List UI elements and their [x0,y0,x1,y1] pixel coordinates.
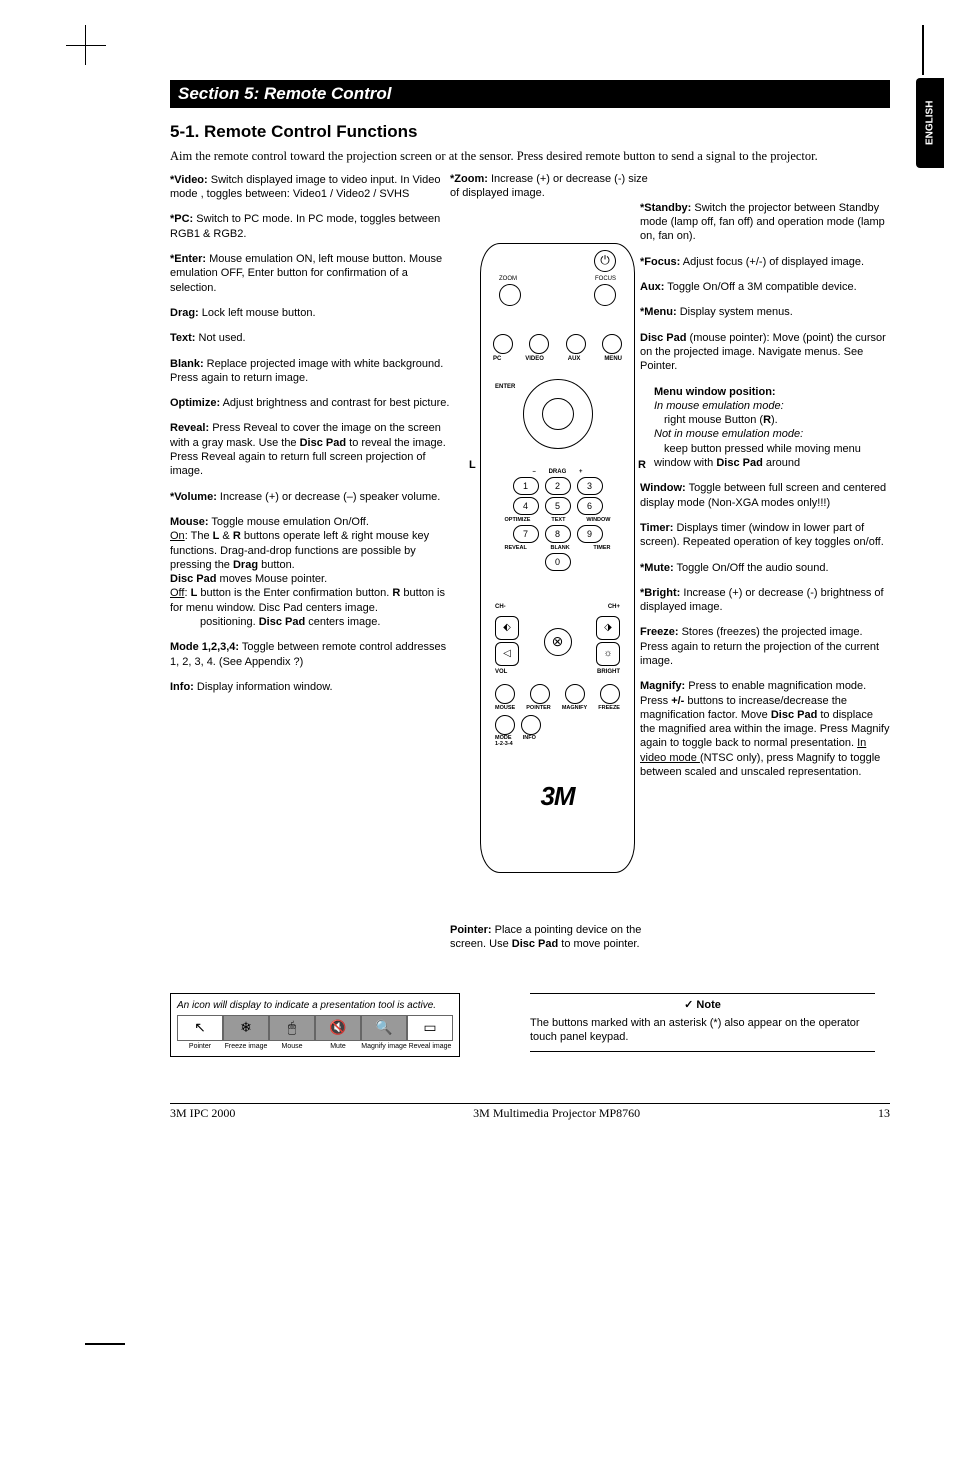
footer-left: 3M IPC 2000 [170,1106,235,1121]
focus-callout: *Focus: Adjust focus (+/-) of displayed … [640,255,890,269]
lbl: BLANK [550,545,569,551]
optimize-callout: Optimize: Adjust brightness and contrast… [170,396,450,410]
magnify-callout: Magnify: Press to enable magnification m… [640,679,890,779]
pointer-icon: ↖ [177,1015,223,1041]
mode-callout: Mode 1,2,3,4: Toggle between remote cont… [170,640,450,669]
lbl: MAGNIFY [562,705,587,711]
note-title: ✓ Note [530,998,875,1012]
info-button [521,715,541,735]
bright-down: ☼ [596,642,620,666]
timer-callout: Timer: Displays timer (window in lower p… [640,521,890,550]
lbl: Magnify image [361,1041,407,1050]
disc-pad [523,379,593,449]
crop-mark [85,25,125,65]
mute-callout: *Mute: Toggle On/Off the audio sound. [640,561,890,575]
vol-down: ◁ [495,642,519,666]
lbl: Mute [315,1041,361,1050]
menu-callout: *Menu: Display system menus. [640,305,890,319]
lbl: VOL [495,669,507,675]
subsection-heading: 5-1. Remote Control Functions [170,122,890,142]
icon-legend-box: An icon will display to indicate a prese… [170,993,460,1057]
section-heading: Section 5: Remote Control [170,80,890,108]
standby-button: ⏻ [594,250,616,272]
blank-callout: Blank: Replace projected image with whit… [170,357,450,386]
mouse-callout: Mouse: Toggle mouse emulation On/Off. On… [170,515,450,629]
zoom-callout: *Zoom: Increase (+) or decrease (-) size… [450,173,650,201]
zoom-label: ZOOM [499,276,517,282]
enter-callout: *Enter: Mouse emulation ON, left mouse b… [170,252,450,295]
aux-callout: Aux: Toggle On/Off a 3M compatible devic… [640,280,890,294]
lbl: CH+ [608,604,620,610]
lbl: DRAG [549,469,567,475]
lbl: VIDEO [525,356,544,362]
menu-button [602,334,622,354]
page-footer: 3M IPC 2000 3M Multimedia Projector MP87… [170,1103,890,1121]
zoom-button [499,284,521,306]
aux-button [566,334,586,354]
language-tab: ENGLISH [916,78,944,168]
lbl: Pointer [177,1041,223,1050]
vol-up: ⬖ [495,616,519,640]
lbl: OPTIMIZE [505,517,531,523]
lbl: MOUSE [495,705,515,711]
lbl: BRIGHT [597,669,620,675]
mouse-icon: 🖱 [269,1015,315,1041]
info-callout: Info: Display information window. [170,680,450,694]
lbl: INFO [523,735,536,747]
focus-label: FOCUS [595,276,616,282]
window-callout: Window: Toggle between full screen and c… [640,481,890,510]
text-callout: Text: Not used. [170,331,450,345]
lbl: REVEAL [505,545,527,551]
drag-callout: Drag: Lock left mouse button. [170,306,450,320]
lbl: TEXT [551,517,565,523]
note-body: The buttons marked with an asterisk (*) … [530,1016,875,1045]
lbl: Mouse [269,1041,315,1050]
video-callout: *Video: Switch displayed image to video … [170,173,450,202]
freeze-icon: ❄ [223,1015,269,1041]
crop-mark [922,25,924,75]
reveal-icon: ▭ [407,1015,453,1041]
volume-callout: *Volume: Increase (+) or decrease (–) sp… [170,490,450,504]
l-label: L [469,459,476,471]
lbl: 1-2-3-4 [495,741,513,747]
r-label: R [638,459,646,471]
footer-center: 3M Multimedia Projector MP8760 [473,1106,640,1121]
lbl: + [579,469,583,475]
pc-callout: *PC: Switch to PC mode. In PC mode, togg… [170,212,450,241]
lbl: AUX [568,356,581,362]
mute-button: ⊗ [544,628,572,656]
lbl: POINTER [526,705,550,711]
icon-caption: An icon will display to indicate a prese… [177,1000,453,1011]
crop-mark [85,1343,125,1345]
reveal-callout: Reveal: Press Reveal to cover the image … [170,421,450,478]
focus-button [594,284,616,306]
lbl: WINDOW [586,517,610,523]
enter-label: ENTER [495,384,515,390]
lbl: CH- [495,604,506,610]
mode-button [495,715,515,735]
lbl: Freeze image [223,1041,269,1050]
bright-callout: *Bright: Increase (+) or decrease (-) br… [640,586,890,615]
freeze-callout: Freeze: Stores (freezes) the projected i… [640,625,890,668]
footer-right: 13 [878,1106,890,1121]
discpad-callout: Disc Pad (mouse pointer): Move (point) t… [640,331,890,374]
bright-up: ⬗ [596,616,620,640]
lbl: TIMER [593,545,610,551]
intro-text: Aim the remote control toward the projec… [170,148,890,165]
pointer-callout: Pointer: Place a pointing device on the … [450,923,680,952]
lbl: Reveal image [407,1041,453,1050]
lbl: MENU [604,356,622,362]
numpad: –DRAG+ 123 456 OPTIMIZETEXTWINDOW 789 RE… [503,469,613,573]
menuwin-callout: Menu window position: In mouse emulation… [640,385,890,471]
standby-callout: *Standby: Switch the projector between S… [640,201,890,244]
note-box: ✓ Note The buttons marked with an asteri… [530,993,875,1056]
remote-diagram: ⏻ ZOOM FOCUS PC VIDEO AUX MENU ENTER [480,243,635,873]
lbl: FREEZE [598,705,620,711]
magnify-icon: 🔍 [361,1015,407,1041]
3m-logo: 3M [540,781,574,812]
mute-icon: 🔇 [315,1015,361,1041]
video-button [529,334,549,354]
lbl: PC [493,356,501,362]
pc-button [493,334,513,354]
